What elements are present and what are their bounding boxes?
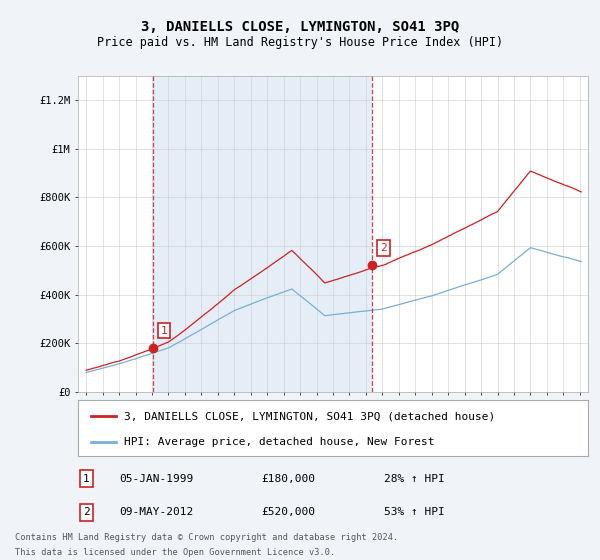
Text: 53% ↑ HPI: 53% ↑ HPI	[384, 507, 445, 517]
Text: 28% ↑ HPI: 28% ↑ HPI	[384, 474, 445, 484]
Text: 3, DANIELLS CLOSE, LYMINGTON, SO41 3PQ (detached house): 3, DANIELLS CLOSE, LYMINGTON, SO41 3PQ (…	[124, 411, 495, 421]
Text: £520,000: £520,000	[262, 507, 316, 517]
Text: 05-JAN-1999: 05-JAN-1999	[119, 474, 193, 484]
Text: £180,000: £180,000	[262, 474, 316, 484]
Text: Price paid vs. HM Land Registry's House Price Index (HPI): Price paid vs. HM Land Registry's House …	[97, 36, 503, 49]
Text: 1: 1	[161, 325, 167, 335]
Text: 2: 2	[83, 507, 90, 517]
Text: 1: 1	[83, 474, 90, 484]
Text: 09-MAY-2012: 09-MAY-2012	[119, 507, 193, 517]
Text: 3, DANIELLS CLOSE, LYMINGTON, SO41 3PQ: 3, DANIELLS CLOSE, LYMINGTON, SO41 3PQ	[141, 20, 459, 34]
Text: HPI: Average price, detached house, New Forest: HPI: Average price, detached house, New …	[124, 437, 434, 447]
Text: This data is licensed under the Open Government Licence v3.0.: This data is licensed under the Open Gov…	[15, 548, 335, 557]
Text: Contains HM Land Registry data © Crown copyright and database right 2024.: Contains HM Land Registry data © Crown c…	[15, 533, 398, 542]
Text: 2: 2	[380, 243, 387, 253]
Bar	[152, 76, 372, 392]
